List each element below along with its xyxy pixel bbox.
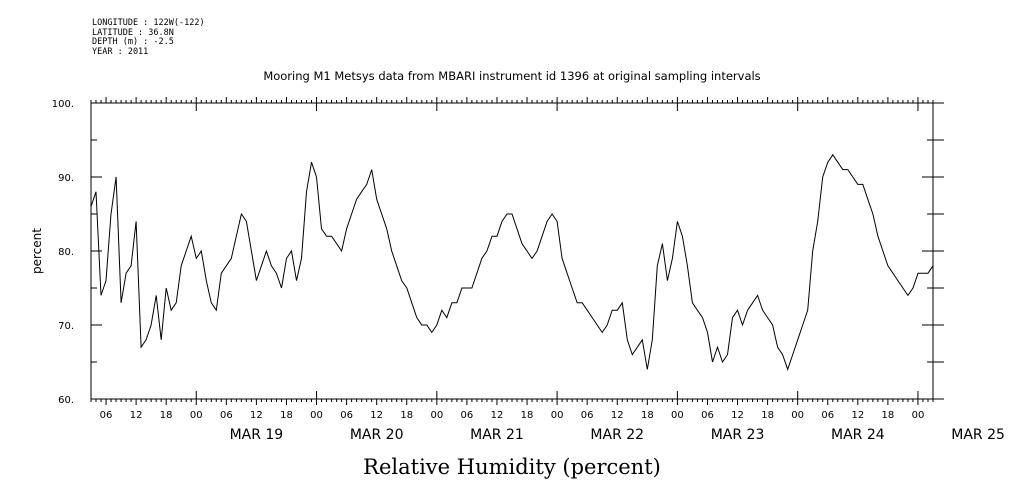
x-day-label: MAR 20 <box>350 427 404 443</box>
y-tick-label: 60. <box>58 395 74 406</box>
x-tick-label: 12 <box>611 410 624 421</box>
year-text: YEAR : 2011 <box>92 46 149 57</box>
x-tick-label: 00 <box>912 410 925 421</box>
x-day-label: MAR 22 <box>590 427 644 443</box>
plot-axes <box>90 102 934 400</box>
x-tick-label: 00 <box>430 410 443 421</box>
x-tick-label: 06 <box>461 410 474 421</box>
plot-frame <box>90 102 934 400</box>
x-tick-label: 06 <box>340 410 353 421</box>
x-tick-label: 00 <box>671 410 684 421</box>
x-tick-label: 06 <box>821 410 834 421</box>
x-tick-label: 06 <box>701 410 714 421</box>
x-tick-label: 18 <box>160 410 173 421</box>
x-tick-label: 18 <box>400 410 413 421</box>
x-tick-label: 06 <box>581 410 594 421</box>
series-line-0 <box>90 153 934 371</box>
y-tick-label: 70. <box>58 321 74 332</box>
x-tick-label: 18 <box>641 410 654 421</box>
x-tick-label: 06 <box>220 410 233 421</box>
y-axis-title: percent <box>30 228 44 274</box>
y-axis-ticks: 60. 70. 80. 90. 100. <box>52 99 944 406</box>
x-day-label: MAR 19 <box>230 427 284 443</box>
x-axis-ticks: 06 12 18 00 06 12 18 00 06 12 18 00 06 12 18 00 06 12 18 00… <box>90 97 1005 443</box>
chart-title: Mooring M1 Metsys data from MBARI instru… <box>263 69 760 83</box>
longitude-text: LONGITUDE : 122W(-122) <box>92 18 205 28</box>
x-tick-label: 00 <box>310 410 323 421</box>
depth-text: DEPTH (m) : -2.5 <box>92 37 174 47</box>
x-day-label: MAR 21 <box>470 427 524 443</box>
x-tick-label: 18 <box>761 410 774 421</box>
x-day-label: MAR 23 <box>711 427 765 443</box>
series-group <box>90 153 934 371</box>
x-tick-label: 18 <box>521 410 534 421</box>
x-tick-label: 12 <box>250 410 263 421</box>
x-tick-label: 00 <box>190 410 203 421</box>
x-tick-label: 00 <box>791 410 804 421</box>
x-day-label: MAR 25 <box>951 427 1005 443</box>
x-tick-label: 12 <box>370 410 383 421</box>
x-tick-label: 12 <box>731 410 744 421</box>
x-tick-label: 18 <box>882 410 895 421</box>
x-tick-label: 12 <box>851 410 864 421</box>
y-tick-label: 80. <box>58 247 74 258</box>
y-tick-label: 100. <box>52 99 74 110</box>
x-day-label: MAR 24 <box>831 427 885 443</box>
metadata-block: LONGITUDE : 122W(-122) LATITUDE : 36.8N … <box>92 18 205 57</box>
x-axis-title: Relative Humidity (percent) <box>363 455 661 479</box>
y-tick-label: 90. <box>58 173 74 184</box>
x-tick-label: 00 <box>551 410 564 421</box>
x-tick-label: 12 <box>130 410 143 421</box>
x-tick-label: 12 <box>491 410 504 421</box>
latitude-text: LATITUDE : 36.8N <box>92 27 174 38</box>
x-tick-label: 18 <box>280 410 293 421</box>
x-tick-label: 06 <box>100 410 113 421</box>
